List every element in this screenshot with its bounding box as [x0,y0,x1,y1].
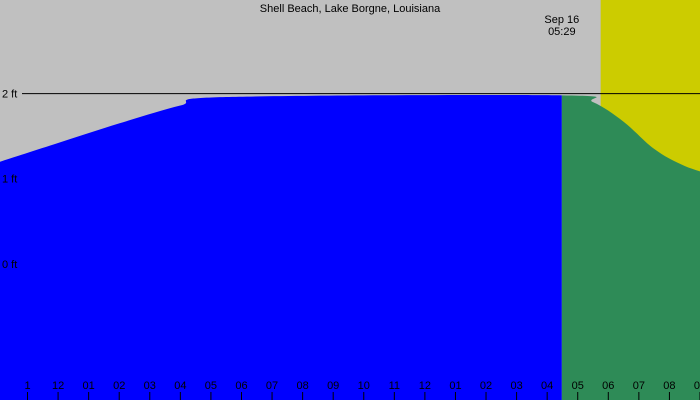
hour-tick-label: 03 [510,380,522,392]
level-lines: 2 ft 1 ft 0 ft [2,89,700,271]
hour-tick-label: 05 [572,380,584,392]
hour-tick-label: 1 [24,380,30,392]
hour-tick-label: 04 [541,380,553,392]
hour-tick-label: 08 [296,380,308,392]
high-tide-time: 05:29 [548,26,576,38]
high-tide-date: Sep 16 [544,14,579,26]
hour-tick-label: 12 [419,380,431,392]
y-tick-label: 2 ft [2,89,17,101]
hour-tick-label: 08 [663,380,675,392]
hour-tick-label: 07 [266,380,278,392]
hour-tick-label: 06 [602,380,614,392]
chart-title: Shell Beach, Lake Borgne, Louisiana [260,3,441,15]
falling-tide-area [561,95,700,400]
rising-tide-area-1 [0,94,562,400]
hour-tick-label: 01 [83,380,95,392]
hour-tick-label: 07 [633,380,645,392]
hour-tick-label: 02 [480,380,492,392]
y-tick-label: 0 ft [2,259,17,271]
hour-tick-label: 04 [174,380,186,392]
y-tick-label: 1 ft [2,174,17,186]
hour-tick-label: 01 [449,380,461,392]
hour-tick-label: 09 [694,380,700,392]
hour-tick-label: 10 [358,380,370,392]
hour-tick-label: 11 [389,380,400,392]
hour-tick-label: 12 [52,380,64,392]
hour-axis: 1 12 01 02 03 04 05 06 07 08 09 10 11 12 01 02 03 04 05 06 0… [24,380,700,400]
tide-areas [0,94,700,400]
hour-tick-label: 03 [144,380,156,392]
hour-tick-label: 02 [113,380,125,392]
hour-tick-label: 09 [327,380,339,392]
hour-tick-label: 05 [205,380,217,392]
hour-tick-label: 06 [235,380,247,392]
